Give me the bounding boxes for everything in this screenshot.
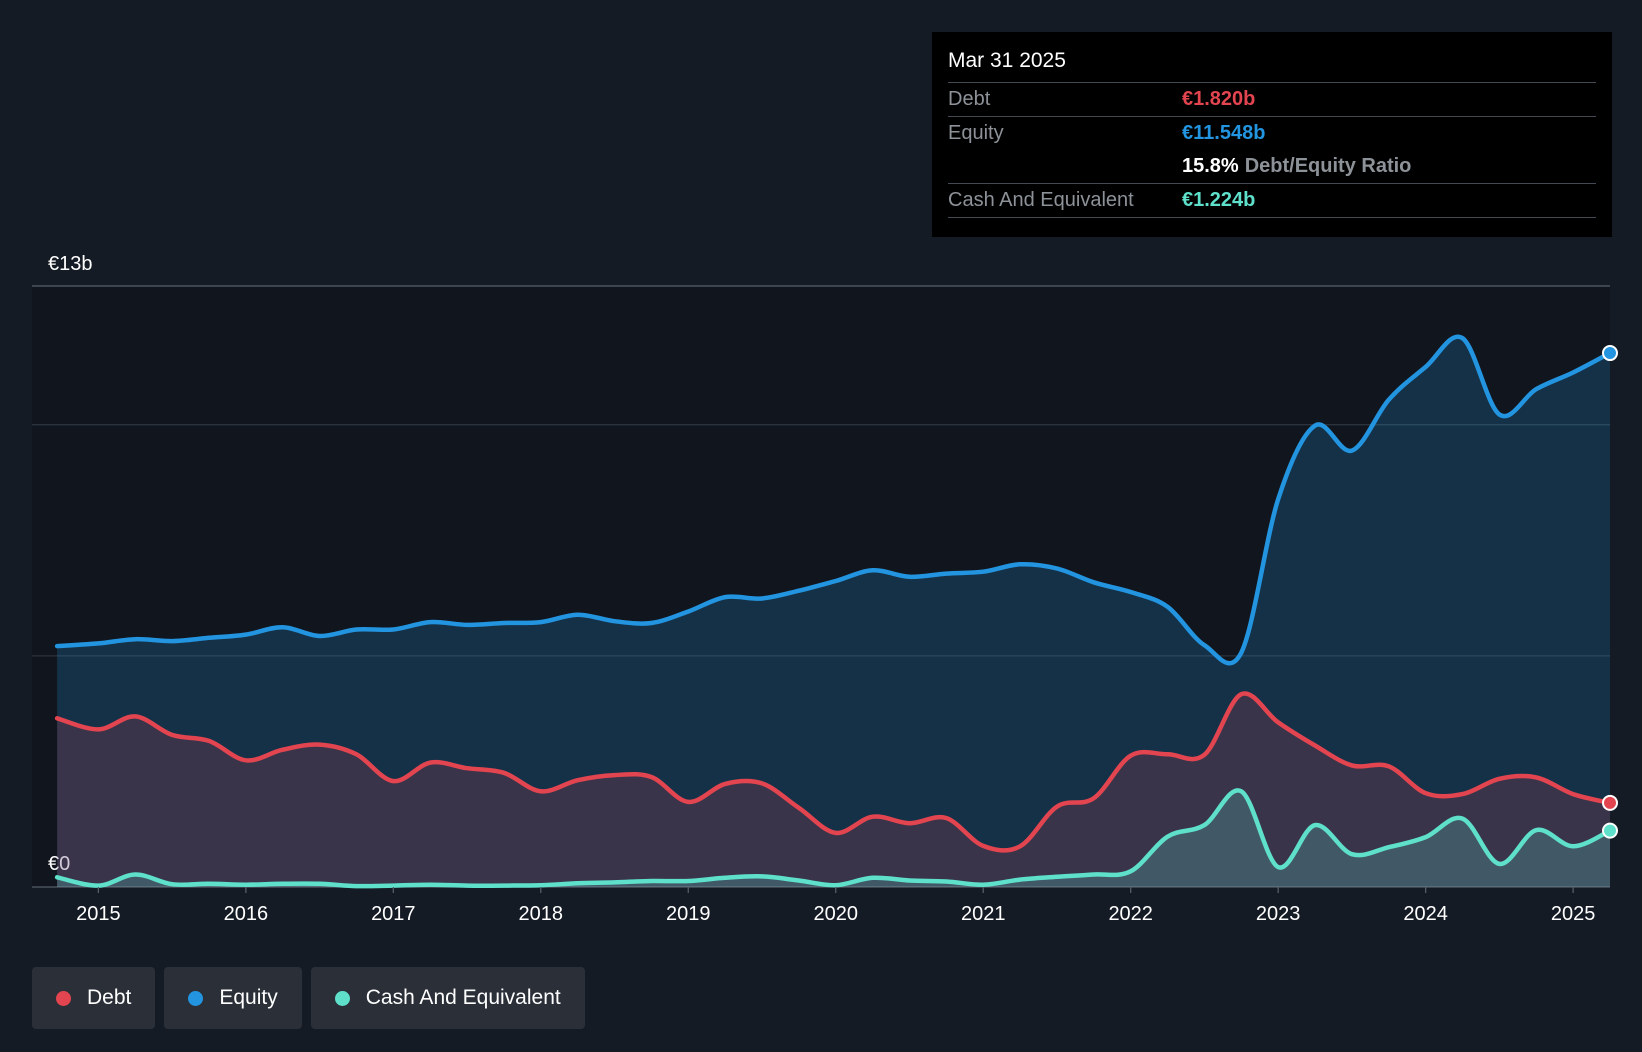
legend-label-equity: Equity: [219, 986, 278, 1009]
x-tick-label-2020: 2020: [813, 903, 858, 925]
x-tick-label-2023: 2023: [1256, 903, 1301, 925]
debt-area: [57, 693, 1611, 887]
cash-and-equivalent-line: [54, 788, 1613, 889]
equity-endpoint-marker[interactable]: [1602, 345, 1618, 362]
tooltip-panel: Mar 31 2025 Debt €1.820b Equity €11.548b…: [932, 32, 1612, 237]
x-tick-label-2021: 2021: [961, 903, 1006, 925]
tooltip-row-equity: Equity €11.548b: [948, 116, 1596, 150]
legend-dot-debt: [56, 990, 71, 1006]
x-tick-label-2025: 2025: [1551, 903, 1596, 925]
tooltip-equity-value: €11.548b: [1182, 122, 1266, 144]
grid-lines: [32, 285, 1610, 888]
tooltip-cash-value: €1.224b: [1182, 189, 1256, 211]
x-tick-label-2022: 2022: [1108, 903, 1153, 925]
tooltip-row-debt: Debt €1.820b: [948, 82, 1596, 116]
legend-label-debt: Debt: [87, 986, 132, 1009]
tooltip-debt-label: Debt: [948, 88, 991, 110]
tooltip-debt-value: €1.820b: [1182, 88, 1256, 110]
series-layer: [54, 334, 1618, 889]
tooltip-row-cash: Cash And Equivalent €1.224b: [948, 183, 1596, 218]
tooltip-ratio-label: Debt/Equity Ratio: [1244, 155, 1412, 177]
legend-label-cash: Cash And Equivalent: [365, 986, 561, 1009]
legend: Debt Equity Cash And Equivalent: [32, 967, 594, 1029]
tooltip-cash-label: Cash And Equivalent: [948, 189, 1134, 211]
y-axis-top-label: €13b: [48, 253, 93, 275]
cash-and-equivalent-endpoint-marker[interactable]: [1602, 822, 1618, 839]
x-tick-label-2015: 2015: [76, 903, 121, 925]
tooltip-date: Mar 31 2025: [948, 49, 1066, 72]
x-axis: 2015 2016 2017 2018 2019 2020 2021 2022 2023 2024…: [76, 887, 1595, 925]
legend-item-cash[interactable]: Cash And Equivalent: [310, 967, 585, 1029]
x-tick-label-2016: 2016: [224, 903, 269, 925]
legend-dot-cash: [334, 990, 350, 1006]
y-axis-bottom-label: €0: [48, 853, 70, 875]
legend-item-debt[interactable]: Debt: [32, 967, 156, 1029]
equity-line: [54, 334, 1613, 666]
x-tick-label-2018: 2018: [519, 903, 564, 925]
cash-and-equivalent-area: [57, 790, 1611, 887]
debt-endpoint-marker[interactable]: [1602, 794, 1618, 811]
legend-item-equity[interactable]: Equity: [164, 967, 302, 1029]
tooltip-row-ratio: 15.8% Debt/Equity Ratio: [948, 150, 1596, 183]
debt-line: [54, 691, 1613, 853]
x-tick-label-2019: 2019: [666, 903, 711, 925]
legend-dot-equity: [188, 990, 204, 1006]
tooltip-ratio-value: 15.8%: [1182, 155, 1239, 177]
x-tick-label-2024: 2024: [1403, 903, 1448, 925]
x-tick-label-2017: 2017: [371, 903, 416, 925]
tooltip-equity-label: Equity: [948, 122, 1004, 144]
equity-area: [57, 336, 1611, 887]
